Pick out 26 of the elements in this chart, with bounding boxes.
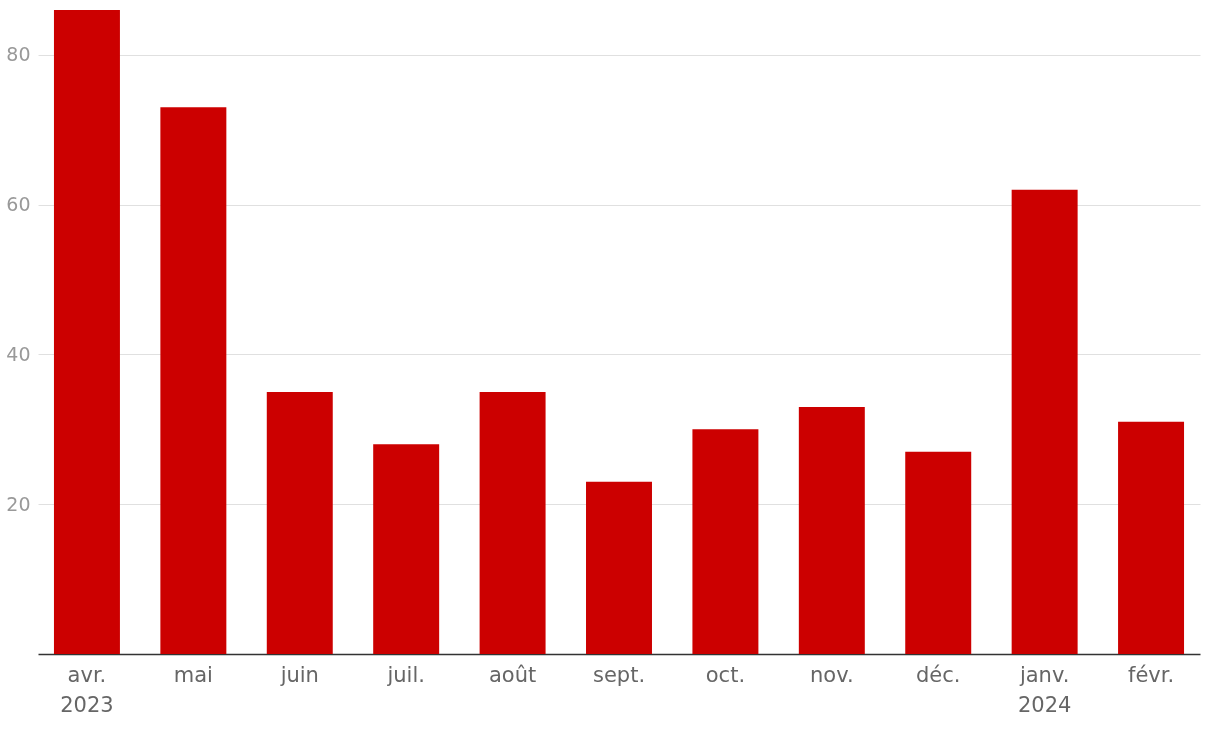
bar	[160, 107, 227, 654]
x-tick-label: avr. 2023	[60, 662, 114, 717]
bar	[586, 481, 652, 654]
y-tick-label: 40	[6, 342, 31, 365]
bar	[53, 10, 120, 654]
x-tick-label: sept.	[592, 662, 646, 687]
y-tick-label: 80	[6, 43, 31, 66]
bar	[479, 391, 546, 654]
x-tick-label: mai	[173, 662, 213, 687]
bar	[1118, 421, 1185, 654]
bar	[905, 451, 972, 654]
x-tick-label: févr.	[1127, 662, 1175, 687]
x-tick-label: oct.	[705, 662, 746, 687]
bar	[373, 444, 440, 654]
x-tick-label: janv. 2024	[1017, 662, 1072, 717]
x-tick-label: juil.	[386, 662, 425, 687]
y-tick-label: 20	[6, 492, 31, 515]
bar	[798, 406, 865, 654]
bar	[692, 429, 759, 654]
x-tick-label: août	[488, 662, 537, 687]
x-tick-label: nov.	[810, 662, 854, 687]
bar	[266, 391, 333, 654]
x-tick-label: juin	[279, 662, 319, 687]
x-tick-label: déc.	[915, 662, 961, 687]
bar	[1011, 189, 1078, 654]
y-tick-label: 60	[6, 193, 31, 216]
